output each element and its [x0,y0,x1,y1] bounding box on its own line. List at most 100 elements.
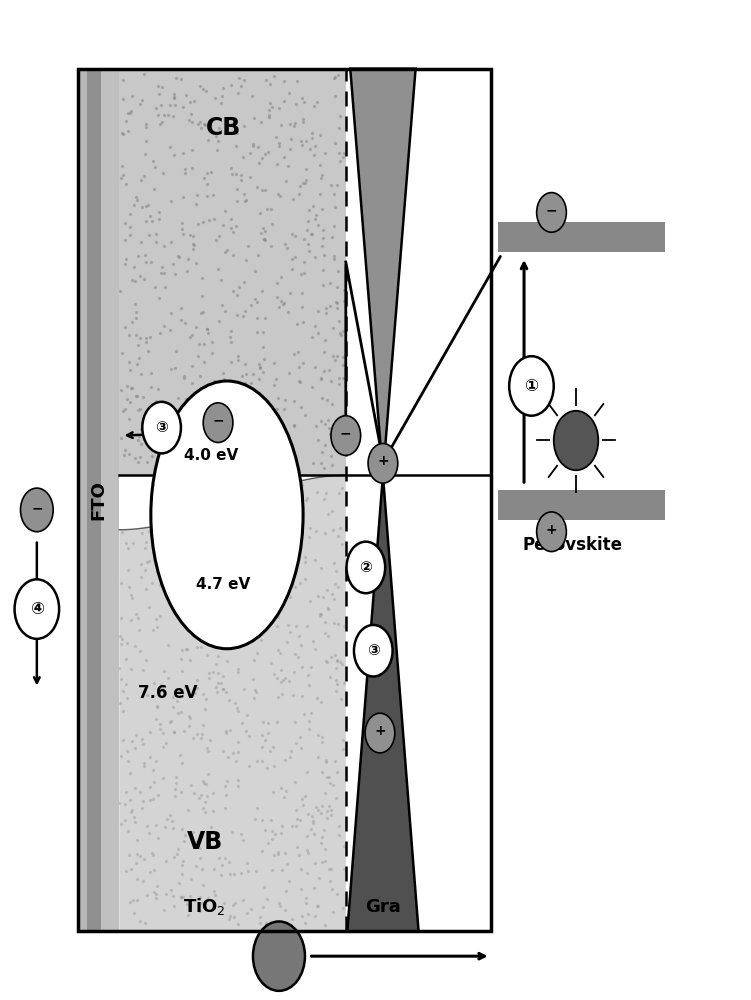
Bar [498,222,665,252]
Point [259,822,271,838]
Point [113,660,125,676]
Point [312,802,324,818]
Point [155,680,167,696]
Point [170,360,182,376]
Point [225,211,237,227]
Point [207,187,219,203]
Point [182,251,195,267]
Point [180,641,192,657]
Point [158,107,170,123]
Polygon shape [119,475,345,931]
Point [139,146,151,162]
Point [115,636,127,652]
Point [255,225,267,241]
Point [123,105,135,121]
Point [319,917,331,933]
Point [275,269,287,285]
Point [233,734,245,750]
Point [137,271,149,287]
Point [150,611,162,627]
Point [314,157,326,173]
Point [291,520,303,536]
Circle shape [368,443,398,483]
Circle shape [20,488,53,532]
Point [191,726,203,742]
Point [217,681,229,697]
Point [315,694,327,710]
Point [338,618,350,634]
Point [197,686,209,702]
Text: +: + [377,454,389,468]
Point [120,176,132,192]
Point [278,295,290,311]
Point [250,863,262,879]
Point [164,322,176,338]
Point [208,373,220,389]
Point [315,805,327,821]
Point [136,731,148,747]
Point [141,454,153,470]
Point [164,573,176,589]
Point [136,199,148,215]
Point [237,832,249,848]
Point [336,656,348,672]
Point [119,401,131,417]
Point [145,436,157,452]
Point [255,457,267,473]
Point [294,881,306,897]
Point [325,177,337,193]
Point [257,899,269,915]
Point [182,907,195,923]
Point [302,806,314,822]
Point [283,673,295,689]
Point [275,780,287,796]
Point [217,365,229,381]
Point [210,90,222,106]
Point [166,558,178,574]
Point [310,523,322,539]
Point [213,850,225,866]
Point [124,362,136,378]
Point [326,396,338,412]
Point [179,723,191,739]
Point [140,119,152,135]
Point [185,106,197,122]
Point [316,829,328,845]
Point [176,857,188,873]
Point [119,784,131,800]
Point [239,375,251,391]
Point [329,88,341,104]
Point [192,672,204,688]
Point [323,861,335,877]
Point [251,294,263,310]
Point [168,97,180,113]
Point [195,571,207,587]
Point [156,259,168,275]
Point [243,626,255,642]
Point [247,671,259,687]
Point [276,686,288,702]
Point [279,902,291,918]
Point [131,192,143,208]
Point [254,915,266,931]
Point [316,734,328,750]
Point [321,582,333,598]
Point [121,690,133,706]
Point [334,108,346,124]
Point [231,703,243,719]
Point [330,672,342,688]
Point [131,337,143,353]
Point [301,764,313,780]
Point [200,776,212,792]
Point [150,234,162,250]
Point [320,485,332,501]
Point [288,664,300,680]
Point [158,318,170,334]
Point [253,565,265,581]
Point [320,754,332,770]
Point [311,690,323,706]
Point [215,95,227,111]
Point [247,366,259,382]
Point [219,800,231,816]
Point [290,802,302,818]
